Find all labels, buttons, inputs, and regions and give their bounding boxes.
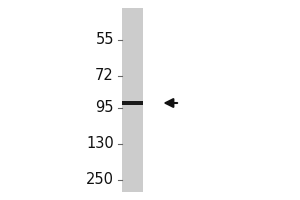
Text: 72: 72 (95, 68, 114, 84)
Text: 55: 55 (95, 32, 114, 47)
FancyBboxPatch shape (122, 101, 142, 105)
Text: 130: 130 (86, 136, 114, 152)
Text: 250: 250 (86, 172, 114, 188)
Text: 95: 95 (95, 100, 114, 116)
FancyBboxPatch shape (122, 8, 142, 192)
